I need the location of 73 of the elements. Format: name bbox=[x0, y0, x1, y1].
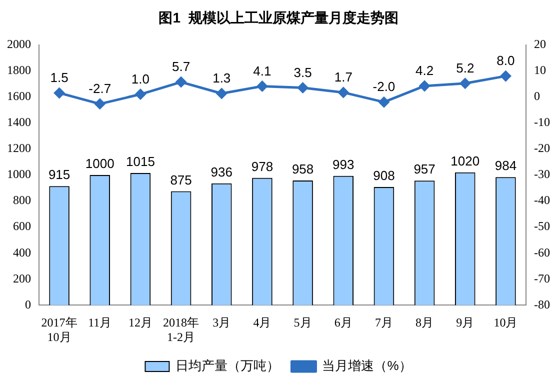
data-label: 5.7 bbox=[172, 59, 190, 74]
y-tick-label: 1800 bbox=[7, 62, 31, 77]
chart-title: 图1 规模以上工业原煤产量月度走势图 bbox=[158, 9, 398, 26]
data-label: 5.2 bbox=[456, 60, 474, 76]
point bbox=[176, 76, 186, 88]
y2-tick-label: -50 bbox=[534, 219, 550, 234]
data-label: 978 bbox=[251, 158, 274, 174]
x-tick-label: 2018年 1-2月 bbox=[163, 316, 200, 344]
data-label: -2.0 bbox=[372, 79, 396, 94]
point bbox=[54, 88, 65, 98]
y2-tick-label: 10 bbox=[534, 62, 546, 77]
data-label: 984 bbox=[494, 158, 517, 174]
point bbox=[460, 78, 470, 89]
y2-tick-label: 0 bbox=[534, 89, 540, 104]
point bbox=[256, 80, 268, 92]
data-label: 1015 bbox=[126, 154, 155, 170]
y-tick-label: 1400 bbox=[7, 115, 31, 130]
data-label: 915 bbox=[48, 167, 70, 182]
x-tick-label: 5月 bbox=[294, 316, 312, 330]
data-label: 1.3 bbox=[212, 70, 231, 86]
data-label: 1.5 bbox=[50, 70, 68, 86]
x-tick-label: 7月 bbox=[374, 316, 393, 330]
y-tick-label: 1000 bbox=[7, 167, 31, 182]
y2-tick-label: -10 bbox=[534, 115, 550, 130]
data-label: 936 bbox=[210, 164, 232, 180]
point bbox=[419, 80, 430, 92]
x-tick-label: 12月 bbox=[128, 316, 152, 330]
x-tick-label: 9月 bbox=[456, 316, 474, 330]
y-tick-label: 1600 bbox=[7, 89, 31, 104]
y-tick-label: 0 bbox=[25, 297, 31, 312]
y-tick-label: 800 bbox=[13, 193, 31, 208]
data-label: -2.7 bbox=[88, 80, 112, 96]
data-label: 908 bbox=[373, 168, 395, 184]
point bbox=[338, 87, 349, 98]
y-tick-label: 400 bbox=[13, 245, 31, 260]
y2-tick-label: -60 bbox=[534, 245, 550, 260]
data-label: 993 bbox=[332, 156, 354, 172]
x-tick-label: 3月 bbox=[212, 316, 231, 330]
x-tick-label: 8月 bbox=[416, 316, 434, 330]
y2-tick-label: -30 bbox=[534, 167, 550, 182]
y2-tick-label: -20 bbox=[534, 141, 550, 156]
legend-label: 当月增速（%） bbox=[322, 358, 412, 374]
data-label: 8.0 bbox=[496, 53, 515, 68]
point bbox=[216, 88, 227, 99]
y-tick-label: 200 bbox=[13, 271, 31, 286]
point bbox=[94, 98, 106, 110]
y-tick-label: 600 bbox=[13, 219, 31, 234]
x-tick-label: 10月 bbox=[494, 316, 518, 330]
y-tick-label: 2000 bbox=[7, 36, 31, 51]
point bbox=[378, 96, 390, 108]
point bbox=[500, 70, 511, 82]
data-label: 957 bbox=[414, 162, 436, 177]
y2-tick-label: -40 bbox=[534, 193, 550, 208]
data-label: 1.7 bbox=[334, 70, 352, 85]
data-label: 1020 bbox=[450, 153, 480, 168]
data-label: 4.1 bbox=[253, 63, 272, 78]
data-label: 1000 bbox=[85, 156, 114, 172]
data-label: 3.5 bbox=[294, 64, 312, 80]
y2-tick-label: 20 bbox=[534, 36, 546, 51]
x-tick-label: 4月 bbox=[253, 316, 272, 330]
legend-label: 日均产量（万吨） bbox=[176, 358, 280, 374]
data-label: 958 bbox=[292, 162, 314, 177]
point bbox=[298, 82, 308, 94]
y2-tick-label: -70 bbox=[534, 271, 550, 286]
y-tick-label: 1200 bbox=[7, 141, 31, 156]
x-tick-label: 6月 bbox=[334, 316, 352, 330]
x-tick-label: 11月 bbox=[88, 316, 112, 330]
data-label: 4.2 bbox=[416, 63, 434, 78]
y2-tick-label: -80 bbox=[534, 297, 550, 312]
data-label: 875 bbox=[170, 172, 192, 188]
data-label: 1.0 bbox=[131, 71, 150, 86]
x-tick-label: 2017年 10月 bbox=[41, 316, 78, 344]
point bbox=[135, 89, 146, 100]
